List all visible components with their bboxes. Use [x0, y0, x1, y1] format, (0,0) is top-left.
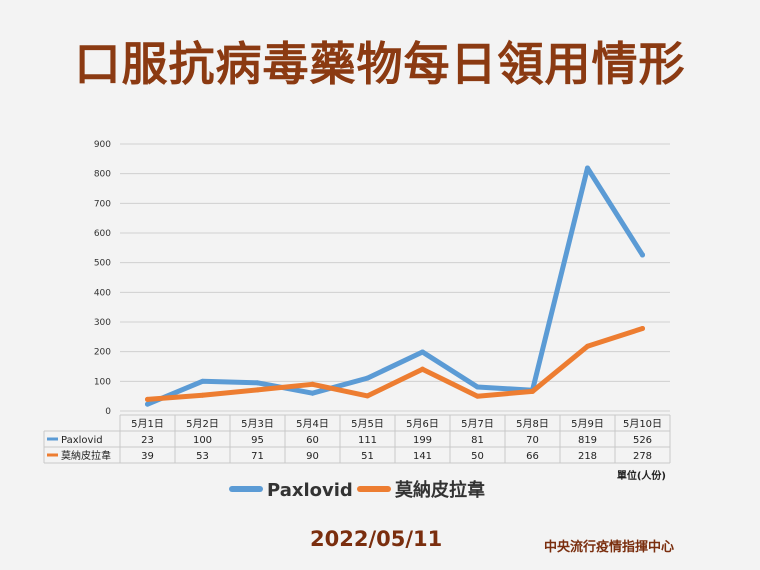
page-title: 口服抗病毒藥物每日領用情形 — [74, 37, 686, 91]
data-label: 66 — [526, 451, 539, 462]
data-label: 81 — [471, 435, 484, 446]
x-tick-label: 5月4日 — [296, 418, 329, 430]
data-label: 51 — [361, 451, 374, 462]
data-label: 53 — [196, 451, 209, 462]
date-label: 2022/05/11 — [310, 527, 443, 551]
data-label: 23 — [141, 435, 154, 446]
table-series-name: Paxlovid — [61, 435, 103, 446]
series-line-1 — [145, 165, 645, 407]
y-tick-label: 700 — [94, 199, 111, 209]
data-point — [420, 366, 425, 372]
y-tick-label: 300 — [94, 318, 111, 328]
data-label: 526 — [633, 435, 652, 446]
x-tick-label: 5月7日 — [461, 418, 494, 430]
data-point — [420, 349, 425, 355]
data-label: 60 — [306, 435, 319, 446]
series-lines — [145, 165, 645, 407]
data-label: 278 — [633, 451, 652, 462]
data-label: 218 — [578, 451, 597, 462]
data-label: 71 — [251, 451, 264, 462]
data-label: 141 — [413, 451, 432, 462]
data-point — [365, 375, 370, 381]
data-label: 95 — [251, 435, 264, 446]
data-point — [310, 390, 315, 396]
y-tick-label: 600 — [94, 229, 111, 239]
x-tick-label: 5月1日 — [131, 418, 164, 430]
data-point — [200, 392, 205, 398]
data-label: 199 — [413, 435, 432, 446]
data-label: 90 — [306, 451, 319, 462]
data-point — [585, 343, 590, 349]
y-axis: 0 100 200 300 400 500 600 700 800 900 — [94, 140, 111, 417]
data-label: 100 — [193, 435, 212, 446]
unit-label: 單位(人份) — [617, 469, 666, 482]
x-tick-label: 5月10日 — [623, 418, 662, 430]
gridlines — [120, 143, 670, 412]
data-point — [585, 165, 590, 171]
data-point — [145, 401, 150, 407]
data-point — [145, 396, 150, 402]
data-point — [475, 393, 480, 399]
y-tick-label: 0 — [105, 407, 111, 417]
x-tick-label: 5月2日 — [186, 418, 219, 430]
data-label: 111 — [358, 435, 377, 446]
x-tick-label: 5月6日 — [406, 418, 439, 430]
organization-label: 中央流行疫情指揮中心 — [544, 540, 675, 555]
data-point — [310, 381, 315, 387]
y-tick-label: 200 — [94, 348, 111, 358]
x-tick-label: 5月8日 — [516, 418, 549, 430]
data-point — [365, 393, 370, 399]
data-point — [255, 380, 260, 386]
x-tick-label: 5月5日 — [351, 418, 384, 430]
data-point — [255, 387, 260, 393]
table-series-name: 莫納皮拉韋 — [61, 449, 111, 462]
legend-label: Paxlovid — [267, 480, 353, 501]
y-tick-label: 100 — [94, 377, 111, 387]
data-label: 70 — [526, 435, 539, 446]
series-line-2 — [145, 326, 645, 402]
data-label: 50 — [471, 451, 484, 462]
y-tick-label: 400 — [94, 288, 111, 298]
y-tick-label: 500 — [94, 259, 111, 269]
data-point — [475, 384, 480, 390]
legend: Paxlovid 莫納皮拉韋 — [229, 479, 485, 501]
y-tick-label: 900 — [94, 140, 111, 150]
data-point — [200, 378, 205, 384]
data-point — [640, 326, 645, 332]
y-tick-label: 800 — [94, 170, 111, 180]
data-point — [640, 252, 645, 258]
data-point — [530, 388, 535, 394]
data-label: 39 — [141, 451, 154, 462]
data-label: 819 — [578, 435, 597, 446]
legend-label: 莫納皮拉韋 — [394, 479, 485, 501]
x-tick-label: 5月3日 — [241, 418, 274, 430]
x-tick-label: 5月9日 — [571, 418, 604, 430]
data-table: 5月1日 5月2日 5月3日 5月4日 5月5日 5月6日 5月7日 5月8日 5月9日 5月10… — [43, 414, 671, 464]
